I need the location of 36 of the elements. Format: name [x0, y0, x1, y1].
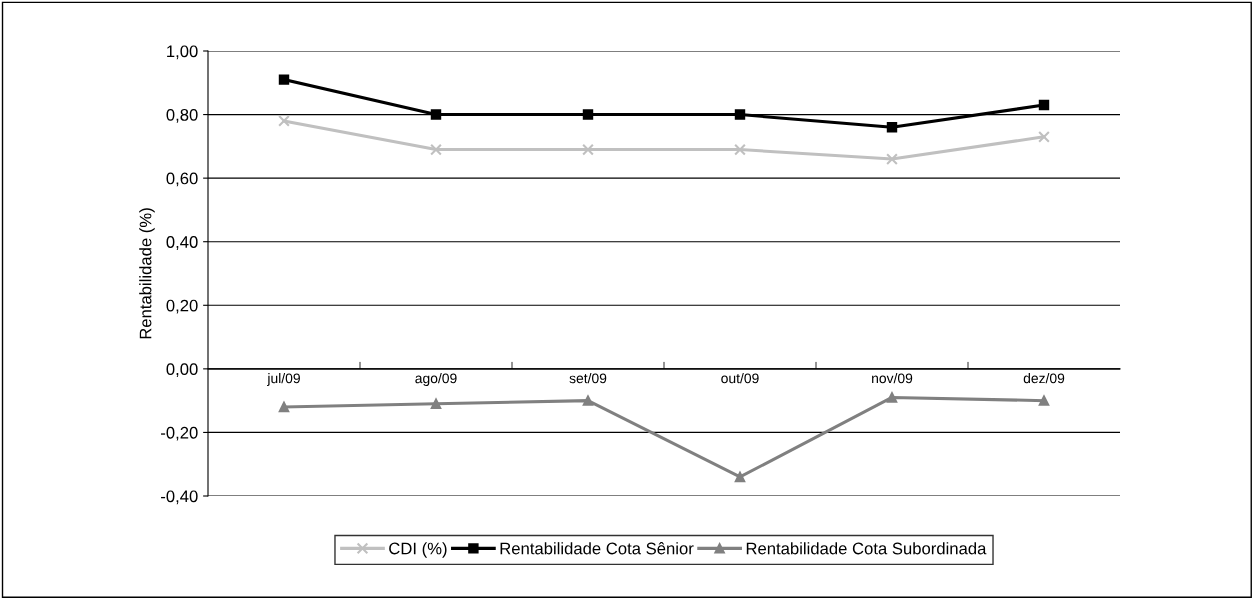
point	[1038, 130, 1050, 143]
point	[734, 143, 746, 156]
point	[734, 109, 746, 120]
x-tick-label: jul/09	[267, 373, 300, 386]
point	[582, 143, 594, 156]
point	[1038, 99, 1050, 111]
point	[430, 398, 442, 410]
y-axis-title: Rentabilidade (%)	[139, 208, 155, 339]
point	[430, 109, 442, 120]
y-tick-label: -0,20	[161, 426, 198, 441]
x-tick-label: ago/09	[415, 373, 457, 386]
x-tick-label: nov/09	[872, 373, 913, 384]
point	[278, 74, 290, 85]
y-tick-label: 0,60	[166, 172, 198, 187]
legend-label: CDI (%)	[389, 542, 447, 558]
point	[582, 109, 594, 120]
point	[886, 122, 898, 133]
y-tick-label: 0,00	[166, 363, 198, 378]
y-tick-label: -0,40	[161, 490, 198, 505]
legend-label: Rentabilidade Cota Sênior	[500, 542, 694, 555]
point	[278, 401, 290, 413]
y-tick-label: 1,00	[167, 45, 198, 60]
x-tick-label: dez/09	[1023, 373, 1065, 384]
point	[886, 392, 898, 403]
y-tick-label: 0,80	[166, 108, 198, 123]
point	[582, 395, 594, 406]
point	[430, 143, 442, 156]
y-tick-label: 0,40	[166, 236, 198, 250]
point	[886, 153, 898, 165]
point	[1038, 395, 1050, 406]
point	[278, 115, 290, 127]
y-tick-label: 0,20	[166, 299, 198, 314]
x-tick-label: set/09	[569, 373, 607, 384]
x-tick-label: out/09	[721, 373, 759, 384]
legend-label: Rentabilidade Cota Subordinada	[746, 542, 987, 555]
point	[734, 471, 746, 483]
